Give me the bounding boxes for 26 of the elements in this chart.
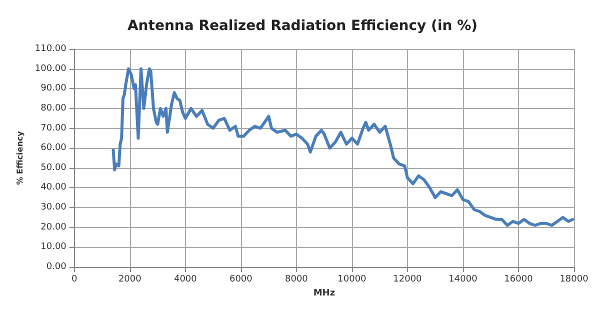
y-tick-label: 70.00	[40, 123, 67, 134]
x-tick-label: 2000	[118, 274, 142, 284]
y-tick-label: 40.00	[40, 182, 67, 193]
y-tick-label: 110.00	[34, 44, 67, 54]
y-tick-label: 10.00	[40, 242, 67, 252]
y-tick-label: 90.00	[40, 84, 67, 94]
x-tick-label: 10000	[338, 274, 367, 284]
x-tick-label: 8000	[284, 274, 308, 284]
y-tick-label: 80.00	[40, 103, 67, 114]
y-tick-label: 100.00	[34, 64, 67, 74]
y-tick-label: 0.00	[46, 262, 67, 272]
line-series	[112, 67, 574, 227]
y-tick-label: 30.00	[40, 202, 67, 213]
x-tick-label: 18000	[560, 274, 589, 284]
x-tick-label: 4000	[174, 274, 198, 284]
y-axis-title: % Efficiency	[16, 130, 24, 185]
chart-title: Antenna Realized Radiation Efficiency (in %)	[127, 18, 478, 34]
y-tick-label: 60.00	[40, 143, 67, 154]
x-tick-label: 0	[72, 274, 78, 284]
y-tick-label: 50.00	[40, 162, 67, 173]
x-tick-label: 6000	[229, 274, 253, 284]
x-tick-label: 14000	[448, 274, 478, 284]
x-axis-title: MHz	[313, 288, 336, 298]
y-tick-label: 20.00	[40, 222, 67, 232]
x-tick-label: 16000	[504, 274, 534, 284]
x-tick-label: 12000	[393, 274, 422, 284]
